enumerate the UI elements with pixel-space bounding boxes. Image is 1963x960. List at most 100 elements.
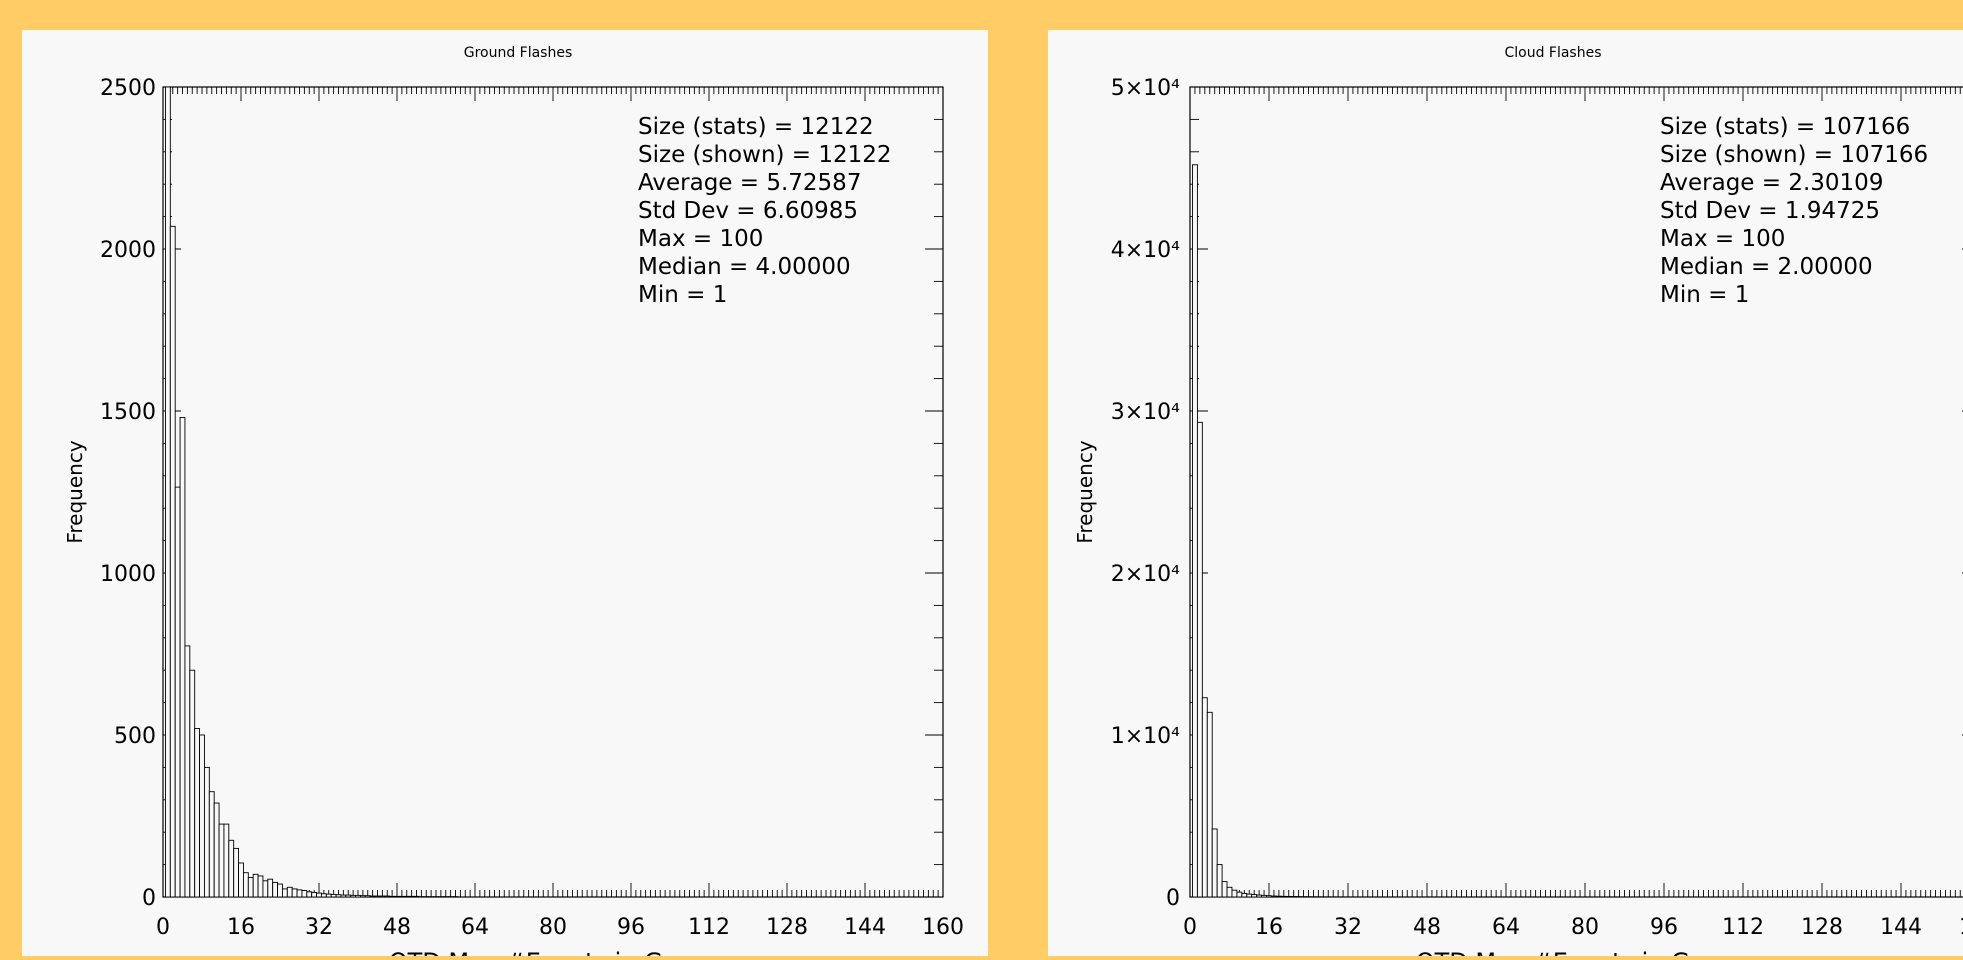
histogram-bar: [1212, 829, 1217, 897]
histogram-bar: [351, 895, 356, 897]
histogram-bar: [321, 894, 326, 897]
histogram-bar: [331, 894, 336, 897]
x-tick-label: 96: [617, 915, 645, 940]
x-tick-label: 144: [1880, 915, 1922, 940]
y-axis-label: Frequency: [1073, 440, 1097, 543]
stat-line: Std Dev = 1.94725: [1660, 198, 1880, 224]
histogram-bar: [1207, 712, 1212, 897]
x-tick-label: 80: [539, 915, 567, 940]
histogram-bar: [1286, 896, 1291, 897]
stat-line: Average = 2.30109: [1660, 170, 1883, 196]
x-tick-label: 160: [1959, 915, 1963, 940]
histogram-bar: [307, 892, 312, 897]
histogram-bar: [190, 670, 195, 897]
y-tick-label: 0: [142, 886, 156, 911]
chart-cloud-flashes: Cloud Flashes 0163248648096112128144160 …: [1048, 30, 1963, 956]
stat-line: Size (stats) = 107166: [1660, 114, 1910, 140]
histogram-bar: [399, 896, 404, 897]
x-tick-label: 128: [766, 915, 808, 940]
x-tick-label: 48: [383, 915, 411, 940]
histogram-bar: [395, 896, 400, 897]
histogram-bar: [360, 896, 365, 897]
histogram-bar: [1192, 165, 1197, 897]
stat-line: Median = 2.00000: [1660, 254, 1873, 280]
histogram-bar: [365, 896, 370, 897]
stat-line: Size (shown) = 12122: [638, 142, 892, 168]
histogram-bar: [312, 892, 317, 897]
histogram-bar: [346, 895, 351, 897]
y-tick-label: 2000: [100, 238, 156, 263]
stat-line: Min = 1: [638, 282, 727, 308]
histogram-bar: [170, 226, 175, 897]
histogram-bar: [214, 803, 219, 897]
histogram-bar: [380, 896, 385, 897]
x-axis-label: OTD Max #Events in Group: [389, 948, 717, 956]
x-tick-label: 0: [1183, 915, 1197, 940]
histogram-bar: [1222, 882, 1227, 897]
histogram-bar: [224, 824, 229, 897]
histogram-bar: [1237, 892, 1242, 897]
histogram-bar: [209, 792, 214, 897]
x-tick-label: 112: [1722, 915, 1764, 940]
histogram-bar: [292, 889, 297, 897]
x-tick-label: 0: [156, 915, 170, 940]
histogram-bar: [1242, 893, 1247, 897]
histogram-bar: [297, 890, 302, 897]
histogram-bar: [243, 873, 248, 897]
histogram-bar: [1247, 894, 1252, 897]
histogram-bar: [1271, 896, 1276, 897]
histogram-bar: [195, 729, 200, 897]
histogram-bar: [234, 848, 239, 897]
histogram-bar: [287, 887, 292, 897]
x-tick-label: 48: [1413, 915, 1441, 940]
y-tick-label: 2500: [100, 76, 156, 101]
histogram-bar: [185, 646, 190, 897]
y-tick-label: 3×10⁴: [1111, 400, 1180, 425]
histogram-bar: [180, 417, 185, 897]
histogram-bar: [1197, 422, 1202, 897]
histogram-bar: [219, 824, 224, 897]
y-tick-label: 1500: [100, 400, 156, 425]
x-tick-label: 32: [1334, 915, 1362, 940]
histogram-bar: [317, 893, 322, 897]
histogram-bar: [1281, 896, 1286, 897]
stat-line: Size (shown) = 107166: [1660, 142, 1928, 168]
x-tick-label: 32: [305, 915, 333, 940]
histogram-bar: [1262, 895, 1267, 897]
histogram-bar: [1227, 887, 1232, 897]
x-tick-label: 16: [227, 915, 255, 940]
histogram-bar: [370, 896, 375, 897]
y-tick-label: 2×10⁴: [1111, 562, 1180, 587]
y-tick-label: 1×10⁴: [1111, 724, 1180, 749]
x-tick-label: 96: [1650, 915, 1678, 940]
histogram-bar: [273, 882, 278, 897]
panel-background: [1048, 30, 1963, 956]
histogram-bar: [336, 895, 341, 897]
stat-line: Max = 100: [1660, 226, 1785, 252]
histogram-bar: [253, 874, 258, 897]
histogram-bar: [200, 735, 205, 897]
stat-line: Size (stats) = 12122: [638, 114, 874, 140]
chart-title: Cloud Flashes: [1504, 45, 1601, 61]
histogram-bar: [1232, 890, 1237, 897]
y-axis-label: Frequency: [63, 440, 87, 543]
histogram-bar: [278, 884, 283, 897]
y-tick-label: 500: [114, 724, 156, 749]
y-tick-label: 0: [1166, 886, 1180, 911]
stat-line: Average = 5.72587: [638, 170, 861, 196]
histogram-bar: [409, 896, 414, 897]
histogram-bar: [326, 894, 331, 897]
stat-line: Min = 1: [1660, 282, 1749, 308]
chart-title: Ground Flashes: [464, 45, 573, 61]
histogram-bar: [175, 487, 180, 897]
histogram-bar: [229, 840, 234, 897]
histogram-bar: [375, 896, 380, 897]
histogram-bar: [302, 891, 307, 897]
histogram-bar: [1257, 895, 1262, 897]
histogram-bar: [1217, 865, 1222, 897]
histogram-bar: [248, 878, 253, 897]
histogram-bar: [282, 889, 287, 897]
